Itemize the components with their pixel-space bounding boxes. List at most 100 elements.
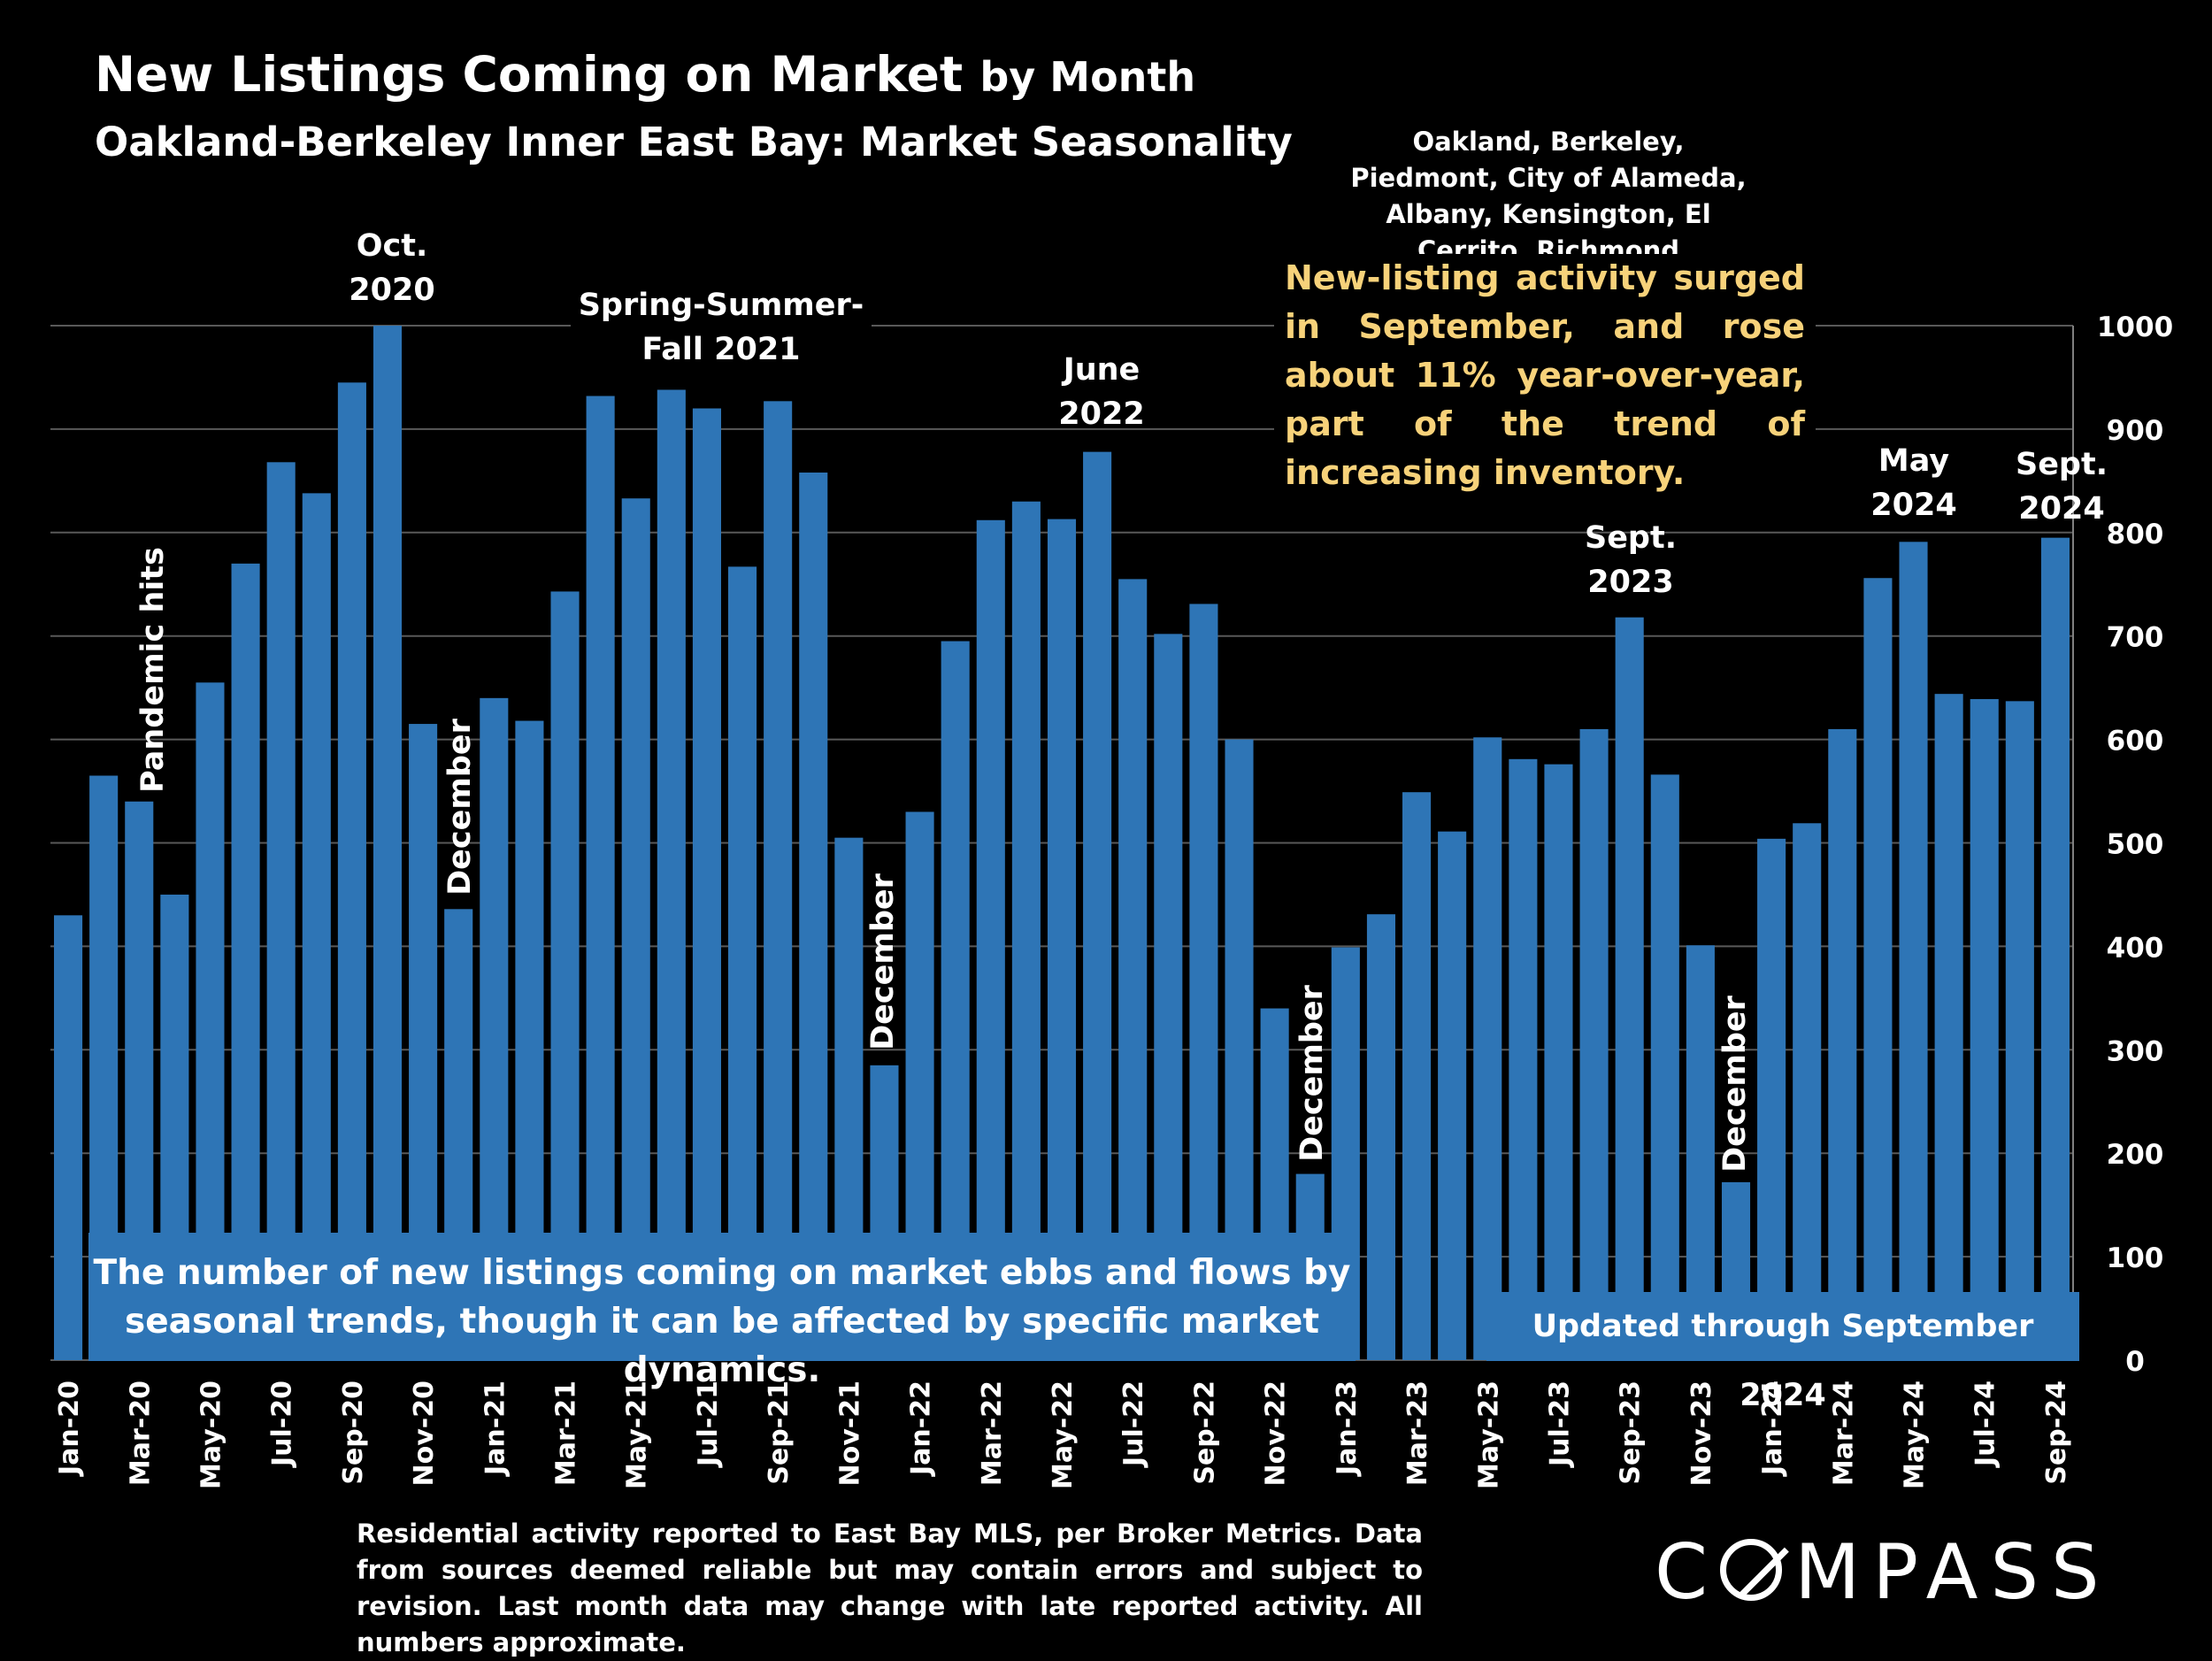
x-tick-label: May-23 <box>1473 1380 1504 1489</box>
annotation-december-2020: December <box>442 719 478 896</box>
x-tick-label: Mar-23 <box>1402 1380 1433 1486</box>
annotation-sept-2024: Sept. 2024 <box>2015 447 2108 527</box>
bar-sep-20 <box>337 382 366 1360</box>
y-tick-label: 100 <box>2107 1242 2164 1274</box>
y-tick-label: 700 <box>2107 622 2164 654</box>
bar-aug-20 <box>302 493 331 1360</box>
bar-oct-21 <box>799 472 828 1360</box>
bar-nov-23 <box>1686 945 1715 1360</box>
x-tick-label: Mar-21 <box>551 1380 582 1486</box>
x-tick-label: Mar-24 <box>1828 1380 1859 1486</box>
bar-aug-23 <box>1579 728 1609 1360</box>
bar-may-22 <box>1047 519 1077 1360</box>
bar-jun-23 <box>1509 758 1538 1360</box>
x-tick-label: Jan-21 <box>480 1380 511 1477</box>
bar-sep-21 <box>764 401 793 1360</box>
x-tick-label: Sep-21 <box>764 1380 795 1485</box>
bar-feb-24 <box>1793 823 1822 1360</box>
updated-through-box: Updated through September 2024 <box>1486 1292 2079 1413</box>
x-axis-tick-labels: Jan-20 Mar-20 May-20 Jul-20 Sep-20 Nov-20 Jan-… <box>54 1380 2072 1489</box>
bar-jul-20 <box>266 462 296 1360</box>
bar-oct-23 <box>1650 774 1679 1360</box>
bar-jun-21 <box>657 389 686 1360</box>
note-line-1: The number of new listings coming on mar… <box>93 1253 1351 1293</box>
x-tick-label: May-21 <box>622 1380 653 1489</box>
y-tick-label: 500 <box>2107 829 2164 861</box>
chart-title-suffix: by Month <box>979 53 1196 101</box>
bar-aug-21 <box>728 566 757 1360</box>
bar-jan-20 <box>54 915 83 1360</box>
x-tick-label: Mar-20 <box>125 1380 156 1486</box>
commentary-text: New-listing activity surged in September… <box>1274 254 1816 497</box>
x-tick-label: Nov-20 <box>409 1380 440 1486</box>
bar-feb-23 <box>1366 914 1395 1360</box>
bar-jun-22 <box>1083 451 1112 1360</box>
x-tick-label: Jul-21 <box>693 1380 724 1468</box>
y-tick-label: 300 <box>2107 1035 2164 1067</box>
areas-line-1: Oakland, Berkeley, Piedmont, City of Ala… <box>1350 127 1747 193</box>
bar-oct-20 <box>373 326 403 1360</box>
y-tick-label: 1000 <box>2097 311 2173 343</box>
y-tick-label: 200 <box>2107 1139 2164 1171</box>
x-tick-label: Sep-23 <box>1616 1380 1647 1485</box>
y-tick-label: 900 <box>2107 415 2164 447</box>
bar-jul-23 <box>1544 764 1573 1360</box>
bar-apr-21 <box>586 396 615 1361</box>
x-tick-label: May-20 <box>196 1380 227 1489</box>
annotation-june-2022: June 2022 <box>1058 352 1145 432</box>
annotation-december-2023: December <box>1717 996 1753 1173</box>
bar-sep-23 <box>1615 617 1644 1360</box>
y-tick-label: 400 <box>2107 932 2164 964</box>
annotation-pandemic-hits: Pandemic hits <box>135 547 171 793</box>
x-tick-label: Jul-23 <box>1544 1380 1575 1468</box>
bar-apr-24 <box>1863 578 1893 1360</box>
bar-aug-24 <box>2005 701 2034 1360</box>
bar-may-21 <box>621 498 650 1360</box>
x-tick-label: Jan-22 <box>906 1380 937 1477</box>
bar-mar-23 <box>1402 792 1432 1360</box>
chart-title: New Listings Coming on Market by Month <box>95 46 1196 103</box>
x-tick-label: May-22 <box>1048 1380 1079 1489</box>
bar-jun-20 <box>231 563 260 1360</box>
bar-jun-24 <box>1934 694 1963 1360</box>
annotation-spring-summer-fall-2021: Spring-Summer- Fall 2021 <box>571 283 872 372</box>
y-tick-label: 800 <box>2107 519 2164 550</box>
annotation-may-2024: May 2024 <box>1870 443 1957 523</box>
bar-may-24 <box>1899 542 1928 1360</box>
y-tick-label: 0 <box>2125 1346 2145 1378</box>
x-tick-label: Jul-20 <box>267 1380 298 1468</box>
y-tick-label: 600 <box>2107 726 2164 757</box>
seasonality-note-box: The number of new listings coming on mar… <box>88 1233 1356 1390</box>
areas-covered: Oakland, Berkeley, Piedmont, City of Ala… <box>1345 124 1752 269</box>
y-axis-tick-labels: 0 100 200 300 400 500 600 700 800 900 1000 <box>2097 311 2173 1378</box>
bar-jan-24 <box>1757 838 1786 1360</box>
bar-mar-21 <box>550 591 580 1360</box>
bar-sep-24 <box>2040 537 2070 1360</box>
x-tick-label: Nov-21 <box>834 1380 865 1486</box>
note-line-2: seasonal trends, though it can be affect… <box>125 1302 1319 1390</box>
source-footnote: Residential activity reported to East Ba… <box>357 1519 1423 1657</box>
x-tick-label: Jan-20 <box>54 1380 85 1477</box>
bar-jul-22 <box>1118 579 1148 1360</box>
bar-may-23 <box>1473 737 1502 1360</box>
annotation-december-2021: December <box>865 873 901 1050</box>
x-tick-label: May-24 <box>1900 1380 1931 1489</box>
x-tick-label: Jan-24 <box>1757 1380 1788 1477</box>
x-tick-label: Nov-23 <box>1686 1380 1717 1486</box>
bar-mar-22 <box>976 519 1005 1360</box>
bar-jul-21 <box>692 408 721 1360</box>
x-tick-label: Jan-23 <box>1332 1380 1363 1477</box>
annotation-december-2022: December <box>1294 985 1330 1162</box>
annotation-sept-2023: Sept. 2023 <box>1584 520 1678 600</box>
bar-apr-22 <box>1011 501 1041 1360</box>
bar-apr-23 <box>1438 831 1467 1360</box>
x-tick-label: Mar-22 <box>977 1380 1008 1486</box>
x-tick-label: Nov-22 <box>1261 1380 1292 1486</box>
x-tick-label: Sep-22 <box>1189 1380 1220 1485</box>
x-tick-label: Sep-24 <box>2041 1380 2072 1485</box>
x-tick-label: Sep-20 <box>338 1380 369 1485</box>
x-tick-label: Jul-22 <box>1118 1380 1149 1468</box>
x-tick-label: Jul-24 <box>1970 1380 2001 1468</box>
bar-jul-24 <box>1970 699 1999 1360</box>
